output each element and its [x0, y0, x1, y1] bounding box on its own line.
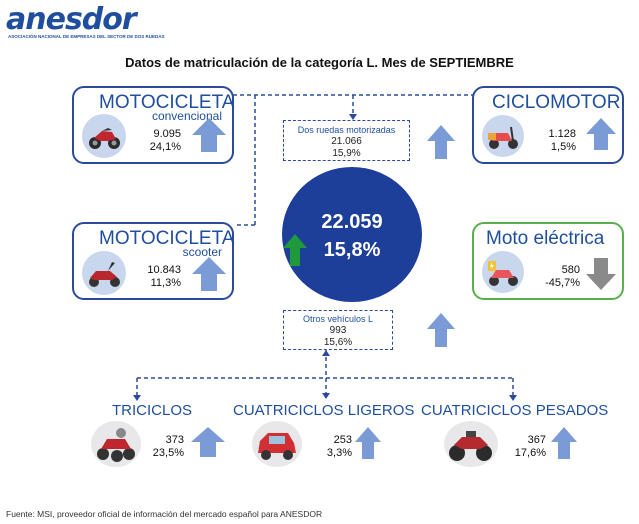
value: 1.128 — [548, 128, 576, 140]
up-arrow-icon — [427, 125, 455, 159]
percent: -45,7% — [545, 277, 580, 289]
source-footer: Fuente: MSI, proveedor oficial de inform… — [6, 509, 323, 519]
microcar-icon — [252, 421, 302, 467]
up-arrow-icon — [551, 427, 577, 459]
logo-subtitle: ASOCIACIÓN NACIONAL DE EMPRESAS DEL SECT… — [8, 34, 165, 39]
triciclos-percent: 23,5% — [152, 447, 184, 459]
cuatriciclos-pesados-percent: 17,6% — [514, 447, 546, 459]
moped-icon — [482, 115, 524, 157]
card-subtitle: convencional — [151, 109, 222, 123]
total-circle: 22.059 15,8% — [282, 167, 422, 302]
card-title: Moto eléctrica — [486, 228, 605, 249]
total-percent: 15,8% — [323, 239, 381, 261]
card-subtitle: scooter — [182, 245, 222, 259]
down-arrow-icon — [586, 258, 616, 290]
card-motocicleta-scooter[interactable]: MOTOCICLETA scooter 10.843 11,3% — [72, 222, 234, 300]
triciclos-value: 373 — [165, 434, 184, 446]
cuatriciclos-ligeros-title: CUATRICICLOS LIGEROS — [233, 402, 415, 419]
dos-ruedas-percent: 15,9% — [332, 148, 361, 159]
percent: 24,1% — [149, 141, 181, 153]
cuatriciclos-pesados-value: 367 — [527, 434, 546, 446]
green-up-arrow-icon — [283, 234, 307, 266]
cuatriciclos-ligeros-value: 253 — [333, 434, 352, 446]
motorcycle-icon — [82, 114, 126, 158]
electric-moped-icon — [482, 251, 524, 293]
triciclos-title: TRICICLOS — [112, 402, 193, 419]
up-arrow-icon — [355, 427, 381, 459]
up-arrow-icon — [192, 118, 226, 152]
total-value: 22.059 — [321, 211, 383, 233]
otros-box: Otros vehículos L 993 15,6% — [283, 310, 393, 350]
up-arrow-icon — [427, 313, 455, 347]
value: 9.095 — [153, 128, 181, 140]
card-title: CICLOMOTOR — [492, 92, 621, 113]
value: 10.843 — [147, 264, 181, 276]
card-motocicleta-convencional[interactable]: MOTOCICLETA convencional 9.095 24,1% — [72, 86, 234, 164]
otros-percent: 15,6% — [323, 337, 353, 348]
dos-ruedas-box: Dos ruedas motorizadas 21.066 15,9% — [283, 120, 410, 161]
percent: 1,5% — [550, 141, 576, 153]
dos-ruedas-value: 21.066 — [331, 136, 362, 147]
cuatriciclos-ligeros-percent: 3,3% — [326, 447, 352, 459]
up-arrow-icon — [192, 257, 226, 291]
card-title: MOTOCICLETA — [99, 228, 235, 249]
tricycle-icon — [91, 421, 141, 467]
up-arrow-icon — [586, 118, 616, 150]
page-title: Datos de matriculación de la categoría L… — [125, 55, 514, 70]
card-ciclomotor[interactable]: CICLOMOTOR 1.128 1,5% — [472, 86, 624, 164]
up-arrow-icon — [191, 427, 225, 457]
card-title: MOTOCICLETA — [99, 92, 235, 113]
percent: 11,3% — [150, 277, 181, 289]
card-moto-electrica[interactable]: Moto eléctrica 580 -45,7% — [472, 222, 624, 300]
cuatriciclos-pesados-title: CUATRICICLOS PESADOS — [421, 402, 609, 419]
value: 580 — [561, 264, 580, 276]
dos-ruedas-label: Dos ruedas motorizadas — [297, 125, 396, 135]
otros-label: Otros vehículos L — [302, 314, 374, 324]
atv-icon — [444, 421, 498, 467]
anesdor-logo: anesdor — [6, 2, 137, 37]
scooter-icon — [82, 251, 126, 295]
otros-value: 993 — [329, 325, 347, 336]
